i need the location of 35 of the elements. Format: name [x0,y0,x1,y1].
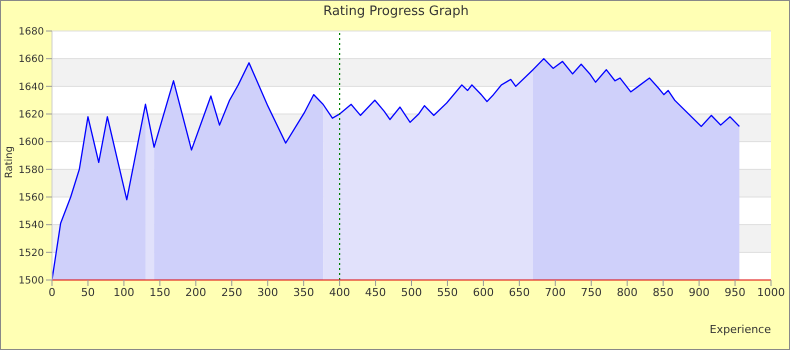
x-tick-label: 250 [221,286,242,299]
y-tick-label: 1620 [18,110,44,121]
x-tick-label: 800 [616,286,638,299]
x-tick-label: 850 [652,286,674,299]
x-tick-label: 200 [185,286,206,299]
y-tick-label: 1520 [18,248,44,259]
x-tick-label: 750 [580,286,602,299]
x-tick-label: 450 [365,286,386,299]
x-tick-label: 950 [724,286,746,299]
x-tick-label: 0 [48,286,56,299]
y-tick-label: 1540 [18,220,44,232]
y-tick-label: 1660 [18,54,44,66]
line-series [52,58,740,280]
y-tick-label: 1600 [18,137,44,148]
y-tick-label: 1580 [18,164,44,176]
y-tick-label: 1680 [18,26,44,38]
y-axis-title: Rating [4,146,15,178]
y-tick-label: 1560 [18,192,44,204]
x-tick-label: 150 [149,286,170,299]
x-tick-label: 300 [257,286,278,299]
x-tick-label: 1000 [757,286,785,299]
y-tick-label: 1500 [18,276,44,287]
x-tick-label: 400 [329,286,350,299]
y-tick-label: 1640 [18,82,44,93]
x-tick-label: 350 [293,286,314,299]
x-tick-label: 500 [401,286,422,299]
x-tick-label: 50 [80,286,95,299]
x-tick-label: 700 [544,286,566,299]
chart-title: Rating Progress Graph [322,4,470,19]
x-tick-label: 600 [472,286,494,299]
x-tick-label: 100 [113,286,134,299]
x-tick-label: 650 [508,286,530,299]
x-tick-label: 900 [688,286,710,299]
x-axis-title: Experience [710,323,771,336]
x-tick-label: 550 [436,286,458,299]
